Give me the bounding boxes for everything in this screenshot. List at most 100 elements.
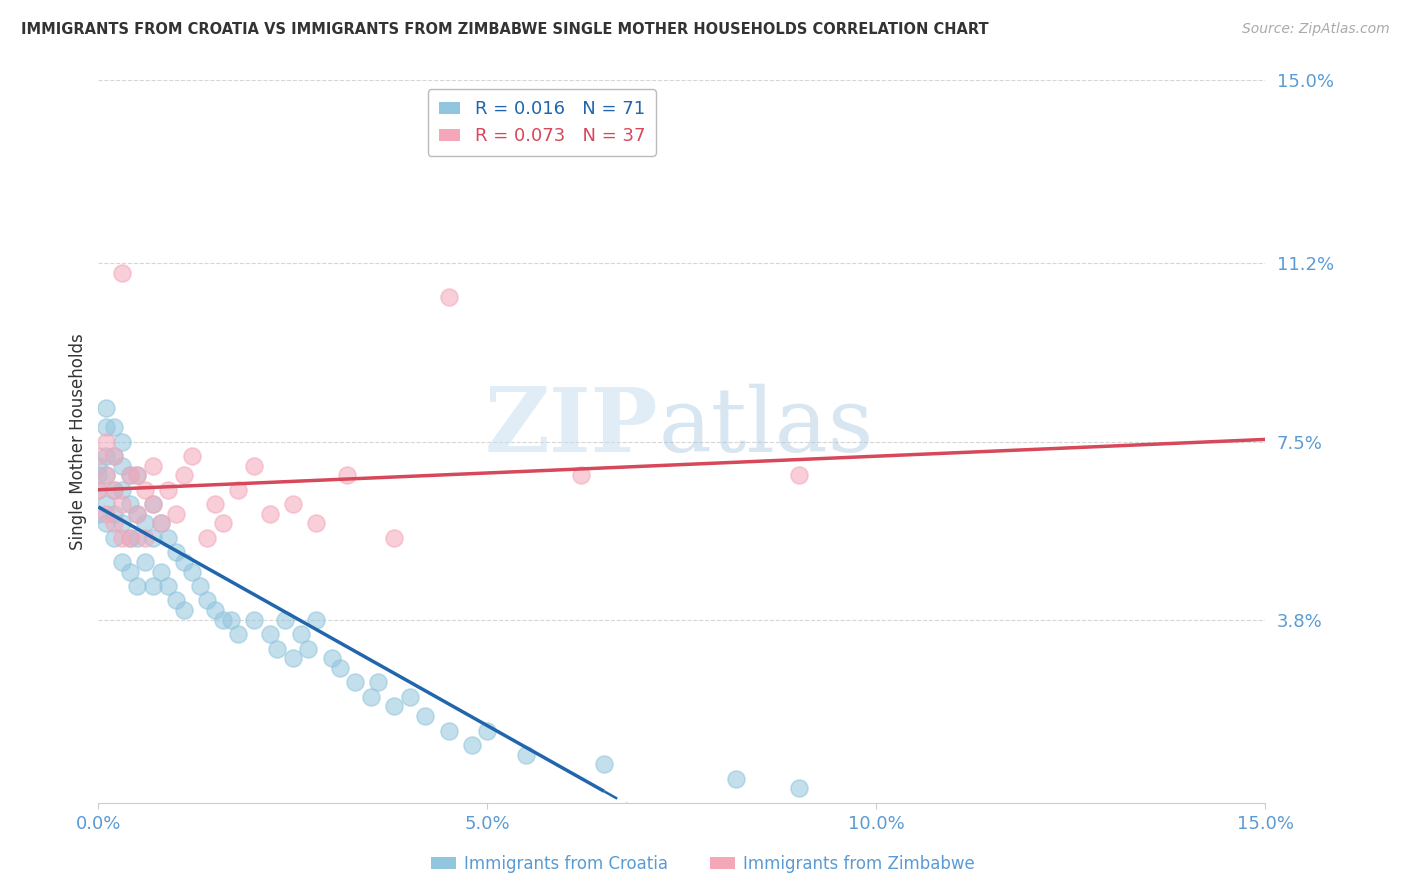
Point	[180, 565, 202, 579]
Point	[96, 497, 118, 511]
Point	[180, 449, 202, 463]
Point	[321, 651, 343, 665]
Point	[118, 468, 141, 483]
Point	[87, 507, 110, 521]
Point	[134, 555, 156, 569]
Point	[118, 565, 141, 579]
Point	[134, 483, 156, 497]
Point	[149, 565, 172, 579]
Legend: Immigrants from Croatia, Immigrants from Zimbabwe: Immigrants from Croatia, Immigrants from…	[425, 848, 981, 880]
Point	[305, 613, 328, 627]
Point	[96, 468, 118, 483]
Point	[593, 757, 616, 772]
Point	[195, 531, 218, 545]
Point	[305, 516, 328, 531]
Point	[87, 458, 110, 473]
Point	[281, 651, 304, 665]
Point	[111, 483, 134, 497]
Point	[165, 507, 187, 521]
Point	[437, 723, 460, 738]
Point	[111, 516, 134, 531]
Legend: R = 0.016   N = 71, R = 0.073   N = 37: R = 0.016 N = 71, R = 0.073 N = 37	[427, 89, 657, 156]
Text: IMMIGRANTS FROM CROATIA VS IMMIGRANTS FROM ZIMBABWE SINGLE MOTHER HOUSEHOLDS COR: IMMIGRANTS FROM CROATIA VS IMMIGRANTS FR…	[21, 22, 988, 37]
Point	[228, 627, 250, 641]
Point	[165, 545, 187, 559]
Point	[477, 723, 499, 738]
Point	[149, 516, 172, 531]
Point	[103, 516, 125, 531]
Point	[142, 497, 165, 511]
Point	[118, 497, 141, 511]
Point	[382, 699, 405, 714]
Point	[212, 516, 235, 531]
Point	[142, 458, 165, 473]
Point	[259, 507, 281, 521]
Text: atlas: atlas	[658, 384, 873, 471]
Point	[103, 449, 125, 463]
Point	[96, 449, 118, 463]
Point	[297, 641, 319, 656]
Point	[413, 709, 436, 723]
Point	[290, 627, 312, 641]
Point	[87, 483, 110, 497]
Point	[243, 613, 266, 627]
Point	[103, 531, 125, 545]
Point	[103, 449, 125, 463]
Point	[134, 516, 156, 531]
Point	[87, 483, 110, 497]
Point	[569, 468, 592, 483]
Point	[111, 497, 134, 511]
Point	[103, 483, 125, 497]
Point	[367, 675, 389, 690]
Point	[127, 507, 149, 521]
Point	[204, 497, 226, 511]
Point	[787, 468, 810, 483]
Point	[204, 603, 226, 617]
Point	[228, 483, 250, 497]
Point	[461, 738, 484, 752]
Point	[87, 468, 110, 483]
Point	[127, 468, 149, 483]
Point	[382, 531, 405, 545]
Point	[111, 458, 134, 473]
Point	[398, 690, 420, 704]
Point	[103, 420, 125, 434]
Point	[96, 468, 118, 483]
Point	[274, 613, 297, 627]
Point	[173, 603, 195, 617]
Point	[111, 434, 134, 449]
Point	[515, 747, 537, 762]
Point	[118, 531, 141, 545]
Point	[173, 468, 195, 483]
Point	[118, 468, 141, 483]
Point	[96, 507, 118, 521]
Point	[329, 661, 352, 675]
Point	[127, 507, 149, 521]
Point	[134, 531, 156, 545]
Point	[96, 434, 118, 449]
Point	[149, 516, 172, 531]
Point	[157, 483, 180, 497]
Point	[344, 675, 367, 690]
Point	[111, 266, 134, 280]
Point	[336, 468, 359, 483]
Point	[157, 531, 180, 545]
Point	[87, 449, 110, 463]
Point	[118, 531, 141, 545]
Point	[127, 531, 149, 545]
Point	[281, 497, 304, 511]
Point	[96, 401, 118, 415]
Point	[188, 579, 211, 593]
Y-axis label: Single Mother Households: Single Mother Households	[69, 334, 87, 549]
Point	[787, 781, 810, 796]
Point	[142, 579, 165, 593]
Point	[111, 531, 134, 545]
Point	[127, 468, 149, 483]
Point	[173, 555, 195, 569]
Point	[103, 483, 125, 497]
Point	[142, 497, 165, 511]
Point	[96, 516, 118, 531]
Point	[111, 555, 134, 569]
Point	[157, 579, 180, 593]
Point	[360, 690, 382, 704]
